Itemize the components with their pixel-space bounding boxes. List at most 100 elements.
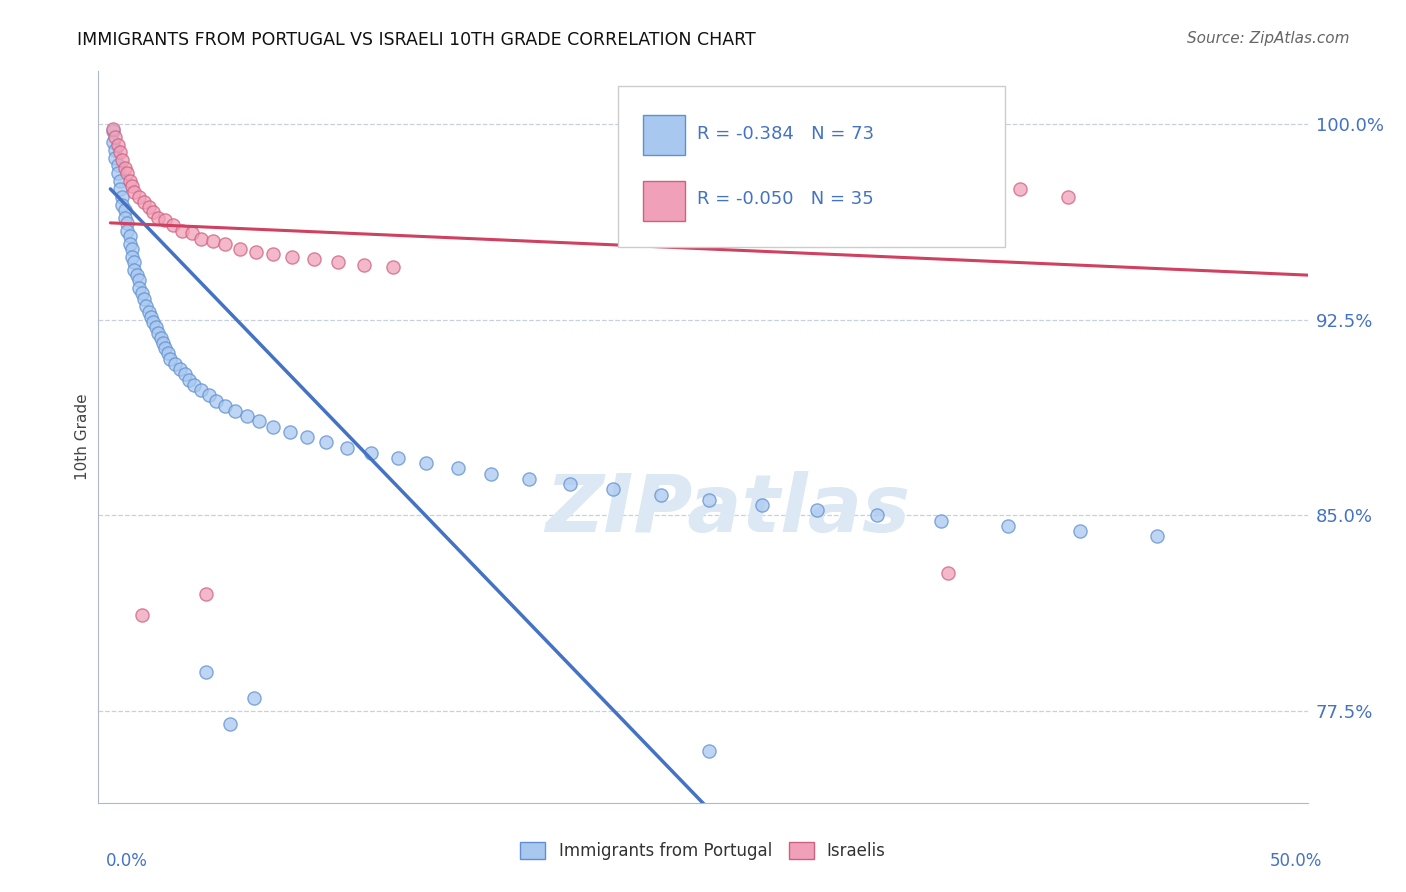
Point bbox=[162, 219, 184, 233]
Point bbox=[104, 143, 127, 157]
Point bbox=[195, 665, 218, 680]
Point bbox=[865, 508, 887, 523]
Point bbox=[190, 231, 212, 245]
Point bbox=[180, 227, 202, 241]
Point bbox=[1069, 524, 1091, 538]
Point bbox=[214, 399, 236, 413]
Text: 50.0%: 50.0% bbox=[1270, 852, 1322, 870]
Point bbox=[1057, 190, 1080, 204]
Point bbox=[169, 362, 191, 376]
Point bbox=[360, 446, 382, 460]
Point bbox=[131, 286, 153, 301]
Point bbox=[155, 341, 177, 355]
Point bbox=[107, 137, 129, 152]
Point bbox=[172, 224, 194, 238]
Point bbox=[108, 174, 131, 188]
Point bbox=[806, 503, 828, 517]
Text: ZIPatlas: ZIPatlas bbox=[544, 471, 910, 549]
Point bbox=[155, 213, 177, 227]
Point bbox=[929, 514, 952, 528]
Point bbox=[214, 236, 236, 251]
Point bbox=[183, 377, 205, 392]
Point bbox=[124, 263, 146, 277]
Point bbox=[446, 461, 468, 475]
Text: IMMIGRANTS FROM PORTUGAL VS ISRAELI 10TH GRADE CORRELATION CHART: IMMIGRANTS FROM PORTUGAL VS ISRAELI 10TH… bbox=[77, 31, 756, 49]
Point bbox=[115, 216, 138, 230]
Point bbox=[650, 487, 672, 501]
Point bbox=[118, 229, 141, 244]
Point bbox=[179, 373, 201, 387]
Point bbox=[479, 467, 502, 481]
Point bbox=[139, 310, 162, 324]
Point bbox=[195, 587, 218, 601]
Point bbox=[104, 129, 127, 144]
Point bbox=[108, 182, 131, 196]
Point bbox=[202, 234, 225, 248]
Point bbox=[245, 244, 267, 259]
Point bbox=[107, 166, 129, 180]
Point bbox=[295, 430, 318, 444]
Point bbox=[131, 607, 153, 622]
Point bbox=[173, 368, 195, 382]
Point bbox=[125, 268, 148, 282]
Point bbox=[124, 255, 146, 269]
Text: 0.0%: 0.0% bbox=[105, 852, 148, 870]
Point bbox=[302, 252, 325, 267]
Point bbox=[281, 250, 304, 264]
Point bbox=[101, 124, 124, 138]
Point bbox=[101, 121, 124, 136]
Point bbox=[697, 492, 720, 507]
Point bbox=[138, 200, 160, 214]
Point bbox=[142, 315, 165, 329]
Point bbox=[118, 174, 141, 188]
Text: R = -0.384   N = 73: R = -0.384 N = 73 bbox=[697, 125, 875, 143]
Point bbox=[132, 292, 155, 306]
Bar bbox=[643, 115, 685, 155]
Point bbox=[751, 498, 773, 512]
Point bbox=[1146, 529, 1168, 543]
Point bbox=[163, 357, 186, 371]
Point bbox=[128, 190, 150, 204]
Point bbox=[336, 441, 359, 455]
Point bbox=[387, 450, 409, 465]
Point bbox=[118, 236, 141, 251]
Point bbox=[128, 281, 150, 295]
Point bbox=[148, 211, 170, 225]
Point bbox=[415, 456, 437, 470]
Point bbox=[128, 273, 150, 287]
Point bbox=[101, 135, 124, 149]
Point bbox=[152, 336, 174, 351]
Point bbox=[149, 331, 172, 345]
Point bbox=[243, 691, 266, 706]
Point bbox=[315, 435, 337, 450]
Point bbox=[114, 161, 136, 175]
Point bbox=[114, 202, 136, 217]
Point bbox=[262, 419, 284, 434]
Point bbox=[124, 185, 146, 199]
FancyBboxPatch shape bbox=[619, 86, 1005, 247]
Point bbox=[135, 300, 157, 314]
Point bbox=[519, 472, 541, 486]
Point bbox=[558, 477, 581, 491]
Point bbox=[111, 153, 134, 168]
Point bbox=[115, 166, 138, 180]
Point bbox=[326, 255, 349, 269]
Point bbox=[262, 247, 284, 261]
Point bbox=[111, 190, 134, 204]
Point bbox=[228, 242, 250, 256]
Point bbox=[219, 717, 242, 731]
Point bbox=[997, 519, 1019, 533]
Point bbox=[938, 566, 960, 580]
Point bbox=[111, 197, 134, 211]
Point bbox=[104, 151, 127, 165]
Legend: Immigrants from Portugal, Israelis: Immigrants from Portugal, Israelis bbox=[520, 842, 886, 860]
Point bbox=[197, 388, 219, 402]
Point bbox=[121, 179, 143, 194]
Point bbox=[121, 250, 143, 264]
Point bbox=[107, 158, 129, 172]
Point bbox=[148, 326, 170, 340]
Point bbox=[121, 242, 143, 256]
Point bbox=[159, 351, 181, 366]
Point bbox=[381, 260, 404, 275]
Point bbox=[115, 224, 138, 238]
